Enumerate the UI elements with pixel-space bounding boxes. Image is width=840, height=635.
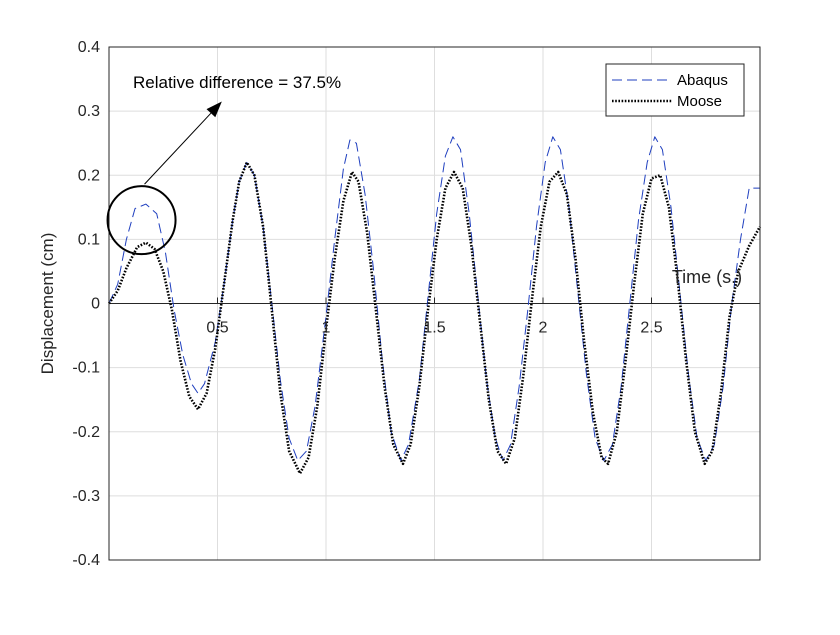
y-tick-label: 0 bbox=[91, 296, 100, 313]
y-tick-label: -0.4 bbox=[72, 552, 100, 569]
annotation-circle bbox=[106, 185, 177, 256]
y-tick-labels: -0.4 -0.3 -0.2 -0.1 0 0.1 0.2 0.3 0.4 bbox=[72, 39, 100, 569]
y-tick-label: 0.1 bbox=[78, 231, 100, 248]
y-tick-label: -0.1 bbox=[72, 360, 100, 377]
plot-frame bbox=[108, 46, 761, 561]
series-group bbox=[107, 136, 762, 475]
x-axis-label: Time (s.) bbox=[672, 267, 742, 287]
legend-box bbox=[605, 63, 745, 117]
x-tick-label: 0.5 bbox=[206, 320, 228, 337]
x-tick-label: 2.5 bbox=[640, 320, 662, 337]
annotation-group: Relative difference = 37.5% bbox=[106, 73, 341, 256]
x-tick-labels: 0.5 1 1.5 2 2.5 bbox=[206, 320, 662, 337]
series-line-abaqus bbox=[108, 136, 760, 462]
y-tick-label: 0.3 bbox=[78, 103, 100, 120]
x-tick-label: 1 bbox=[322, 320, 331, 337]
x-tick-label: 2 bbox=[539, 320, 548, 337]
series-line-moose bbox=[107, 161, 762, 475]
y-tick-label: 0.2 bbox=[78, 167, 100, 184]
y-tick-label: -0.3 bbox=[72, 488, 100, 505]
x-tick-label: 1.5 bbox=[423, 320, 445, 337]
legend-label-moose: Moose bbox=[677, 93, 722, 110]
annotation-arrow-line bbox=[144, 112, 212, 185]
x-axis-zero-line-group bbox=[109, 297, 760, 304]
y-tick-label: -0.2 bbox=[72, 424, 100, 441]
annotation-arrow-head bbox=[206, 101, 222, 118]
annotation-text: Relative difference = 37.5% bbox=[133, 73, 341, 92]
y-axis-label: Displacement (cm) bbox=[38, 233, 57, 375]
y-tick-label: 0.4 bbox=[78, 39, 100, 56]
legend: Abaqus Moose bbox=[605, 63, 745, 117]
legend-label-abaqus: Abaqus bbox=[677, 72, 728, 89]
